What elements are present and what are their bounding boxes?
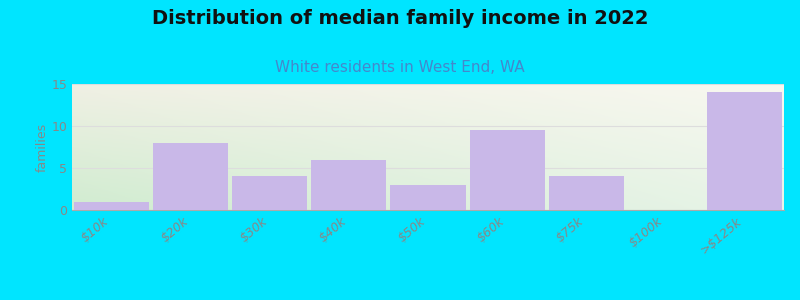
Text: White residents in West End, WA: White residents in West End, WA [275,60,525,75]
Bar [232,176,307,210]
Bar [549,176,624,210]
Bar [74,202,149,210]
Bar [311,160,386,210]
Bar [390,185,466,210]
Bar [707,92,782,210]
Bar [470,130,545,210]
Y-axis label: families: families [35,122,49,172]
Bar [153,143,228,210]
Text: Distribution of median family income in 2022: Distribution of median family income in … [152,9,648,28]
